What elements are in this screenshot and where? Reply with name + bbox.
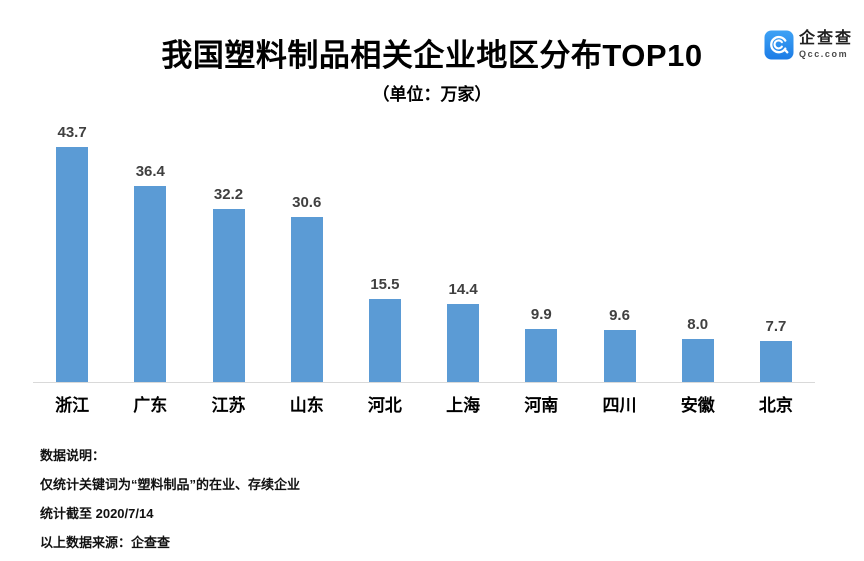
x-axis-label: 北京 [758, 396, 793, 415]
qcc-logo-text-block: 企查查 Qcc.com [799, 31, 853, 59]
footnote-line: 仅统计关键词为“塑料制品”的在业、存续企业 [40, 477, 301, 492]
bar-value-label: 9.6 [609, 307, 630, 325]
bar-value-label: 14.4 [448, 281, 478, 299]
bar [759, 340, 792, 382]
bar-value-label: 32.2 [213, 185, 244, 203]
bar-value-label: 30.6 [292, 194, 322, 212]
x-axis-label: 四川 [602, 396, 637, 415]
bar-column: 15.5 [346, 120, 424, 382]
bar-column: 43.7 [33, 120, 111, 382]
bar [212, 208, 245, 382]
chart-header: 我国塑料制品相关企业地区分布TOP10 （单位：万家） 企查查 Qcc.com [0, 0, 864, 105]
bar [447, 304, 480, 382]
bar-column: 30.6 [268, 120, 346, 382]
bar [134, 185, 167, 382]
bar-value-label: 9.9 [530, 305, 552, 323]
bar [603, 330, 636, 382]
x-axis-label: 河南 [524, 396, 559, 415]
qcc-logo: 企查查 Qcc.com [764, 30, 853, 60]
bar-value-label: 36.4 [135, 162, 165, 180]
bar [681, 338, 714, 382]
bar [368, 298, 401, 382]
bar-value-label: 8.0 [687, 315, 709, 333]
x-axis-labels: 浙江 广东 江苏 山东 河北 上海 河南 四川 安徽 北京 [33, 391, 815, 416]
bar-column: 9.6 [580, 120, 658, 382]
x-axis-label: 上海 [446, 396, 481, 415]
x-axis-label: 江苏 [211, 396, 246, 415]
x-axis-label: 安徽 [680, 396, 715, 415]
bar-column: 7.7 [737, 120, 815, 382]
bar-chart-plot-area: 43.7 36.4 32.2 30.6 15.5 14.4 9.9 9.6 8.0 7.7 [33, 120, 815, 383]
bar-column: 8.0 [659, 120, 737, 382]
chart-title: 我国塑料制品相关企业地区分布TOP10 [161, 38, 703, 73]
x-axis-label: 广东 [133, 396, 168, 415]
footnote-line: 以上数据来源：企查查 [40, 535, 171, 550]
footnote-line: 统计截至 2020/7/14 [40, 506, 154, 521]
x-axis-label: 浙江 [55, 396, 90, 415]
qcc-logo-name: 企查查 [798, 30, 853, 47]
bar-column: 36.4 [111, 120, 189, 382]
bar [290, 217, 323, 382]
bar [525, 328, 558, 382]
qcc-logo-domain: Qcc.com [798, 49, 849, 59]
qcc-logo-icon [764, 30, 794, 60]
bar-value-label: 43.7 [57, 123, 87, 141]
bar-column: 9.9 [502, 120, 580, 382]
bar [56, 146, 89, 382]
x-axis-label: 河北 [367, 396, 402, 415]
bar-column: 14.4 [424, 120, 502, 382]
bar-value-label: 7.7 [765, 317, 787, 335]
footnotes: 数据说明： 仅统计关键词为“塑料制品”的在业、存续企业 统计截至 2020/7/… [40, 441, 300, 557]
chart-subtitle: （单位：万家） [372, 85, 492, 104]
bar-column: 32.2 [189, 120, 267, 382]
x-axis-label: 山东 [289, 396, 324, 415]
footnote-line: 数据说明： [40, 448, 106, 463]
bar-value-label: 15.5 [370, 275, 400, 293]
